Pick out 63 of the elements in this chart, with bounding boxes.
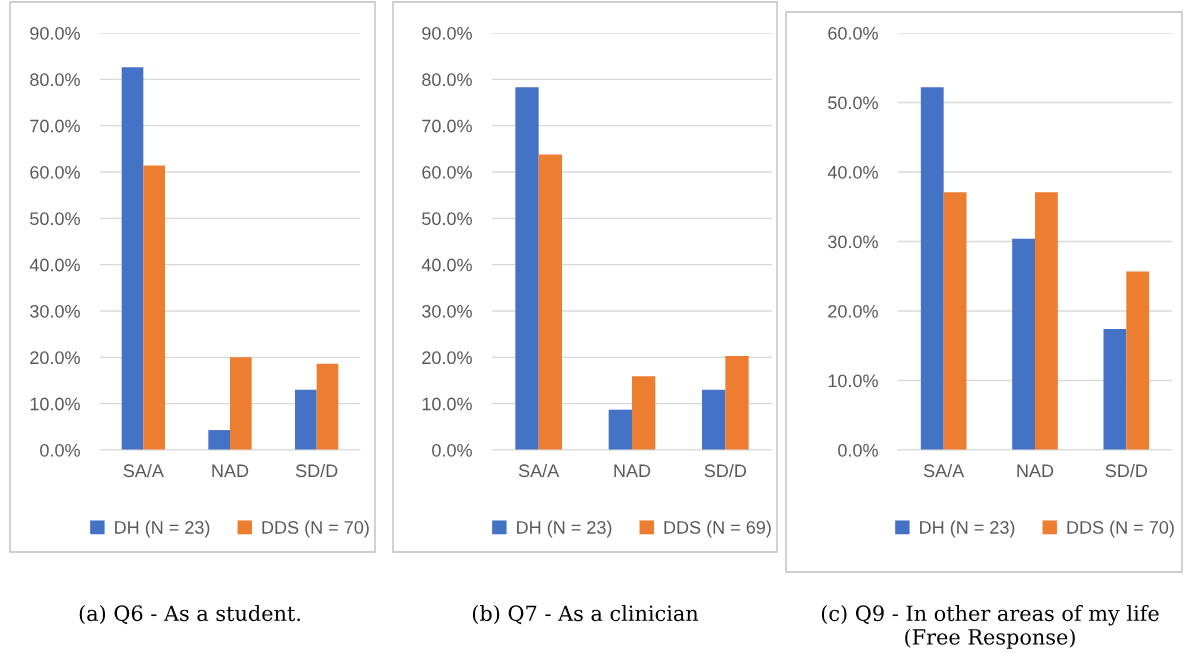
bar <box>230 357 252 450</box>
y-tick-label: 40.0% <box>421 258 472 272</box>
y-tick-label: 10.0% <box>30 397 80 411</box>
bar <box>515 87 539 450</box>
bar <box>1012 238 1035 450</box>
x-tick-label: SD/D <box>704 463 747 478</box>
legend-label: DH (N = 23) <box>115 520 210 538</box>
y-tick-label: 70.0% <box>422 119 472 133</box>
y-tick-label: 10.0% <box>422 397 472 411</box>
y-tick-label: 10.0% <box>828 374 878 388</box>
x-tick-label: NAD <box>1017 464 1054 477</box>
x-tick-label: SD/D <box>295 463 338 478</box>
y-tick-label: 30.0% <box>828 235 878 249</box>
text: (b) Q7 - As a clinician <box>472 605 699 625</box>
x-tick-label: SA/A <box>518 463 560 478</box>
x-tick-label: SA/A <box>923 463 965 478</box>
y-tick-label: 50.0% <box>422 212 472 226</box>
y-tick-label: 80.0% <box>30 73 80 87</box>
text: (a) Q6 - As a student. <box>79 605 300 625</box>
bar <box>943 192 967 450</box>
bar <box>121 67 144 450</box>
bar <box>1035 192 1058 450</box>
y-tick-label: 20.0% <box>422 351 472 365</box>
y-tick-label: 50.0% <box>30 212 80 226</box>
y-tick-label: 0.0% <box>432 443 472 457</box>
legend-label: DH (N = 23) <box>517 520 612 538</box>
y-tick-label: 0.0% <box>40 443 80 457</box>
legend-label: DDS (N = 69) <box>664 520 771 538</box>
text: (c) Q9 - In other areas of my life (Free Response) <box>821 605 1159 649</box>
x-tick-label: SA/A <box>123 463 164 478</box>
y-tick-label: 40.0% <box>827 165 878 179</box>
bar <box>208 430 230 450</box>
bar <box>1126 271 1150 450</box>
legend-label: DH (N = 23) <box>920 520 1015 538</box>
legend-label: DDS (N = 70) <box>262 520 369 538</box>
y-tick-label: 90.0% <box>30 26 80 40</box>
bar <box>1103 329 1127 450</box>
y-tick-label: 30.0% <box>422 304 472 318</box>
bar <box>295 389 317 450</box>
y-tick-label: 60.0% <box>30 165 80 179</box>
y-tick-label: 80.0% <box>422 73 472 87</box>
bar <box>143 165 165 450</box>
y-tick-label: 90.0% <box>422 26 472 40</box>
x-tick-label: NAD <box>212 464 249 477</box>
y-tick-label: 40.0% <box>29 258 80 272</box>
bar <box>920 87 944 450</box>
legend-label: DDS (N = 70) <box>1067 520 1174 538</box>
x-tick-label: SD/D <box>1105 463 1148 478</box>
bar <box>316 363 339 450</box>
y-tick-label: 60.0% <box>828 26 878 40</box>
bar <box>538 154 562 450</box>
y-tick-label: 70.0% <box>30 119 80 133</box>
bar <box>632 376 656 450</box>
y-tick-label: 60.0% <box>422 165 472 179</box>
y-tick-label: 30.0% <box>30 304 80 318</box>
x-tick-label: NAD <box>614 464 651 477</box>
bar <box>702 389 726 450</box>
bar <box>608 409 632 450</box>
y-tick-label: 0.0% <box>838 443 878 457</box>
y-tick-label: 20.0% <box>30 351 80 365</box>
y-tick-label: 50.0% <box>828 96 878 110</box>
y-tick-label: 20.0% <box>828 304 878 318</box>
bar <box>725 355 749 450</box>
